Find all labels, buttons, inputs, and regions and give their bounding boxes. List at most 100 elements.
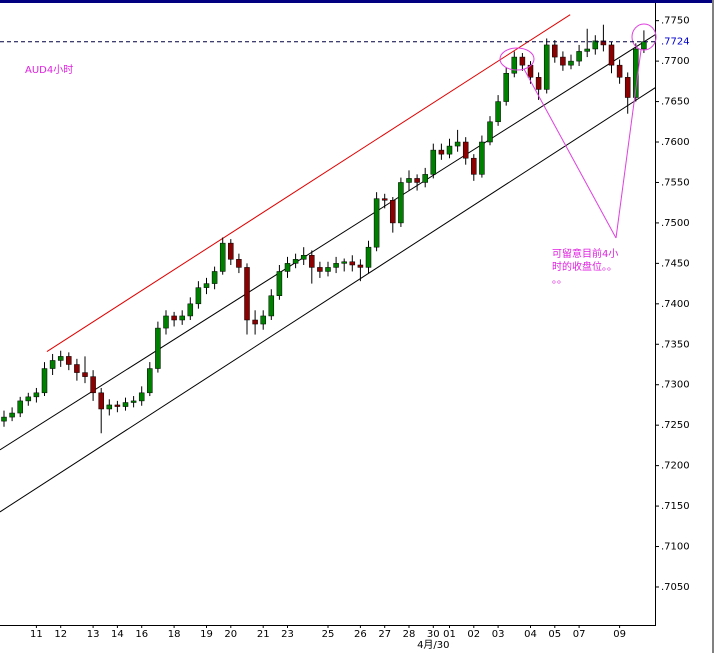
candle-body [462,141,469,159]
y-tick-label: .7700 [661,56,690,67]
y-tick-label: .7550 [661,177,690,188]
y-tick-label: .7100 [661,542,690,553]
candle-body [365,246,372,268]
y-tick-label: .7650 [661,97,690,108]
trendline [46,14,571,352]
candle-body [624,77,631,98]
plot-area [0,14,655,513]
candle-body [503,72,509,102]
x-tick-label: 19 [200,629,213,640]
candle-body [195,287,202,305]
candle-body [616,64,623,78]
candle-body [179,315,185,321]
x-tick-label: 14 [111,629,124,640]
y-tick-label: .7600 [661,137,690,148]
candle-body [454,141,461,147]
candle-body [244,267,250,321]
candle-body [471,157,477,175]
last-price-label: .7724 [661,37,690,48]
candle-body [576,51,582,62]
candle-body [495,101,501,123]
candle-body [203,283,210,288]
candle-body [9,412,15,418]
candle-body [219,242,226,272]
candle-body [284,263,291,272]
candle-body [300,255,307,260]
candle-body [357,264,364,268]
candle-body [430,149,437,175]
candle-body [568,60,574,66]
candle-body [114,404,121,407]
candle-body [446,145,453,155]
candle-body [163,315,169,329]
annotation: 。。 [552,275,567,286]
candle-body [552,44,558,58]
candle-body [260,315,266,325]
x-tick-label: 25 [322,629,335,640]
candle-body [155,327,161,369]
candle-body [252,319,258,325]
candle-body [268,295,275,317]
candle-body [487,121,493,143]
candle-body [211,271,218,284]
candle-body [560,56,566,66]
x-tick-label: 30 [427,629,440,640]
pointer-line [615,49,642,239]
y-tick-label: .7500 [661,218,690,229]
y-tick-label: .7350 [661,339,690,350]
candle-body [82,372,88,377]
y-tick-label: .7450 [661,258,690,269]
pointer-line [523,68,617,239]
trendline [0,34,655,451]
x-tick-label: 23 [281,629,294,640]
x-tick-label: 11 [30,629,43,640]
candle-body [608,44,615,66]
candle-body [406,178,412,183]
x-tick-label: 05 [548,629,561,640]
candle-body [236,259,242,268]
x-tick-label: 12 [54,629,67,640]
candle-body [641,41,647,50]
candle-body [479,141,485,175]
y-tick-label: .7400 [661,299,690,310]
trendline [0,87,655,513]
candle-body [325,267,331,272]
x-tick-label: 13 [87,629,100,640]
candle-body [373,198,380,248]
y-tick-label: .7250 [661,420,690,431]
candle-body [390,200,396,224]
highlight-ellipse [499,47,535,71]
candle-body [130,400,137,403]
x-tick-label: 28 [403,629,416,640]
highlight-ellipse [631,23,657,51]
x-tick-label: 18 [168,629,181,640]
x-tick-label: 03 [492,629,505,640]
candle-body [317,267,323,272]
candle-body [49,360,56,369]
candle-body [535,77,542,90]
candle-body [187,303,194,317]
candle-body [138,392,145,402]
candle-body [1,416,7,422]
candle-body [333,263,339,268]
y-tick-label: .7050 [661,582,690,593]
candle-body [25,396,32,402]
candle-body [57,356,64,361]
x-tick-label: 04 [524,629,537,640]
x-tick-label: 20 [224,629,237,640]
candle-body [422,174,428,183]
x-tick-label: 07 [573,629,586,640]
x-tick-label: 09 [613,629,626,640]
candle-body [438,149,445,155]
y-tick-label: .7200 [661,461,690,472]
x-tick-label: 16 [135,629,148,640]
y-tick-label: .7750 [661,16,690,27]
candle-body [519,56,526,66]
candle-body [122,402,129,407]
candle-body [511,56,518,74]
chart-title: AUD4小时 [25,64,73,76]
candle-body [592,40,599,50]
candle-body [600,40,607,46]
